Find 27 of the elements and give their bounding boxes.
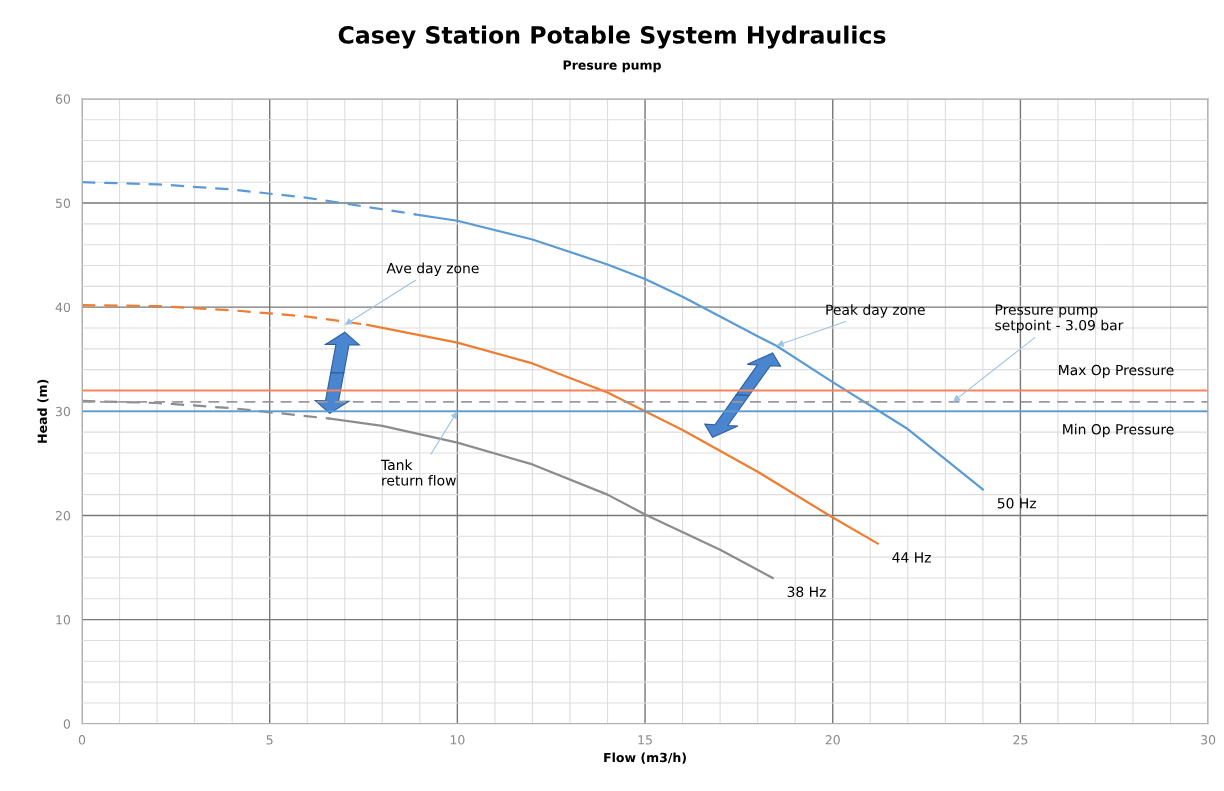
chart-subtitle: Presure pump [563, 60, 661, 73]
x-tick-label: 5 [266, 735, 273, 745]
series-label: 44 Hz [892, 552, 931, 563]
y-tick-label: 20 [55, 510, 71, 521]
y-tick-label: 40 [55, 302, 71, 313]
x-tick-label: 15 [638, 735, 652, 745]
y-tick-label: 50 [55, 198, 71, 208]
ref-line-label: Min Op Pressure [1063, 423, 1174, 438]
annotation: Pressure pump setpoint - 3.09 bar [995, 304, 1124, 334]
ref-line-label: Max Op Pressure [1059, 364, 1174, 378]
annotation: Peak day zone [826, 304, 925, 318]
chart-title: Casey Station Potable System Hydraulics [338, 25, 886, 49]
y-tick-label: 0 [63, 719, 71, 729]
series-label: 50 Hz [997, 498, 1036, 509]
x-tick-label: 25 [1013, 735, 1028, 745]
x-tick-label: 10 [450, 735, 465, 745]
x-axis-title: Flow (m3/h) [604, 752, 686, 764]
y-axis-title: Head (m) [37, 379, 49, 443]
x-tick-label: 30 [1201, 735, 1216, 745]
y-tick-label: 60 [55, 94, 71, 104]
x-tick-label: 20 [825, 735, 840, 745]
x-tick-label: 0 [78, 735, 86, 745]
series-label: 38 Hz [787, 586, 826, 598]
y-tick-label: 10 [56, 615, 71, 625]
annotation: Ave day zone [386, 262, 479, 277]
y-tick-label: 30 [55, 406, 71, 417]
annotation: Tank return flow [380, 459, 456, 486]
